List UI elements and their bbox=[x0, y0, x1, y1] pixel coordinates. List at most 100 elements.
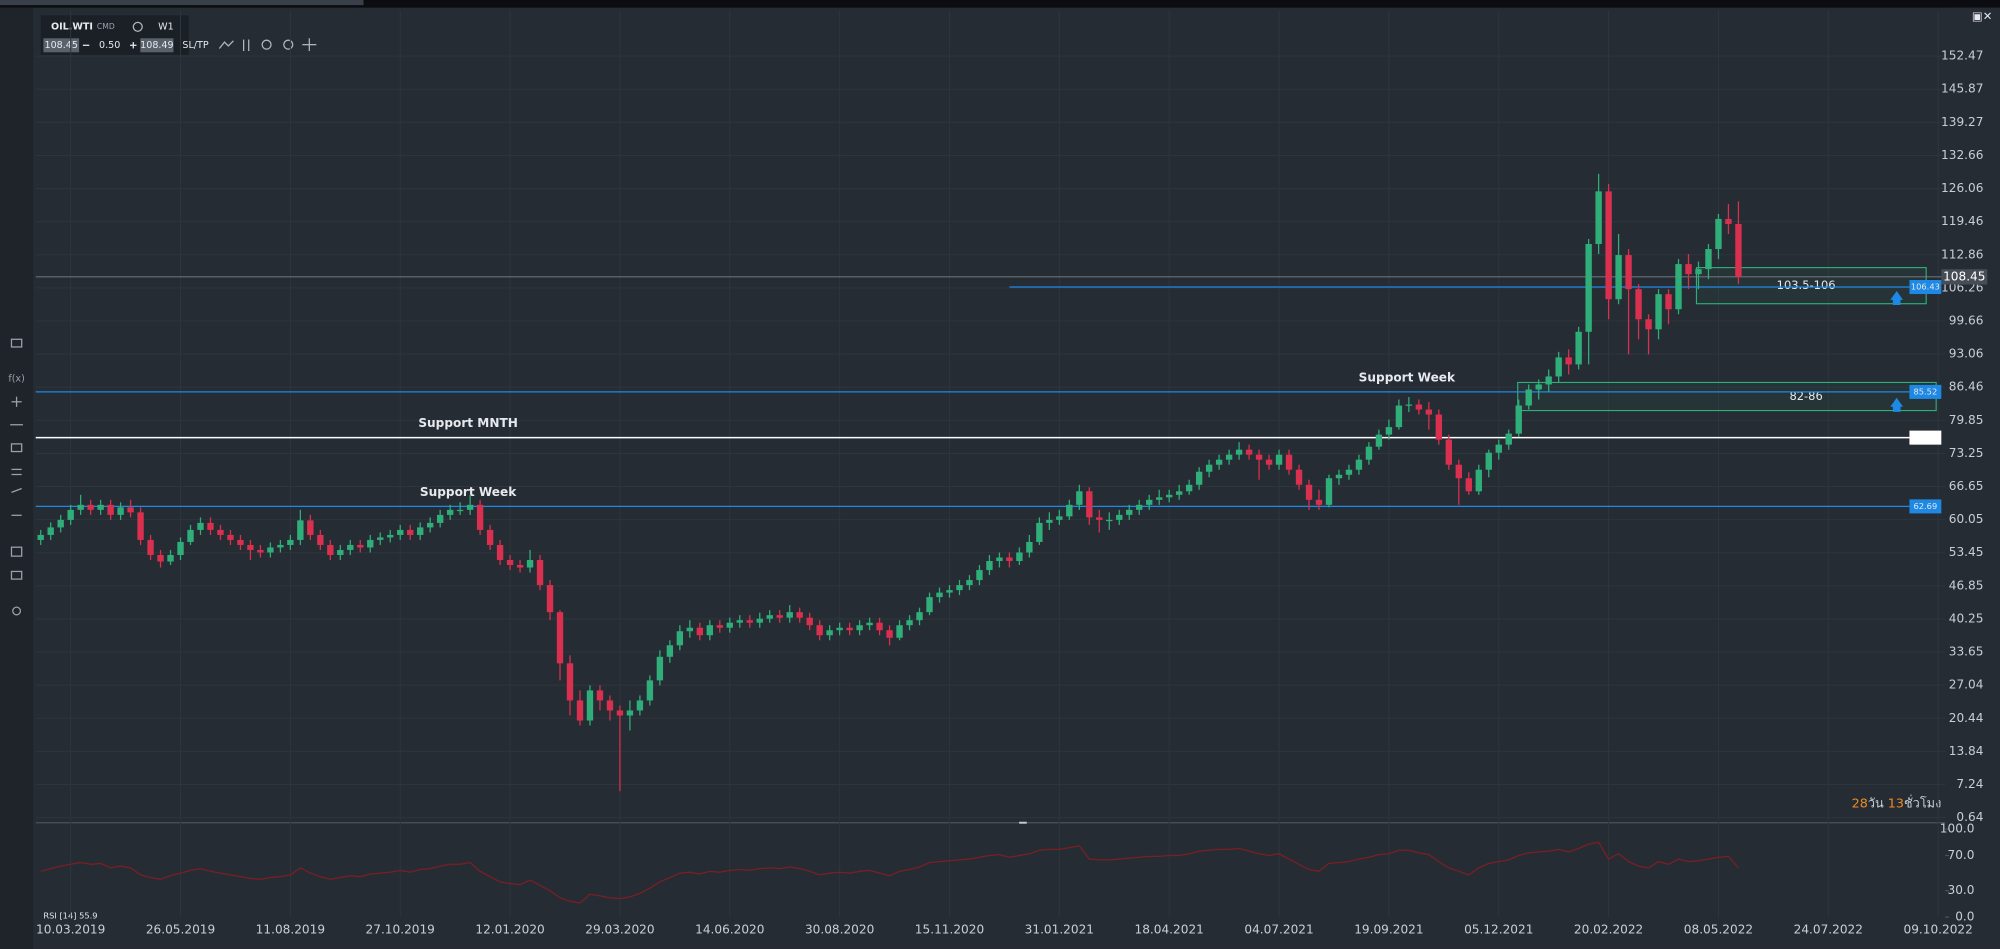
candle-body bbox=[1415, 404, 1423, 410]
fx-icon[interactable]: f(x) bbox=[8, 373, 24, 384]
price-tag bbox=[1909, 430, 1942, 445]
info-icon[interactable] bbox=[132, 21, 143, 32]
candle-body bbox=[1515, 405, 1522, 434]
rsi-tick-label: 30.0 bbox=[1948, 883, 1975, 897]
candle-body bbox=[1275, 454, 1283, 465]
x-tick-label: 19.09.2021 bbox=[1354, 922, 1423, 936]
zoom-out[interactable] bbox=[261, 39, 272, 50]
candle-body bbox=[187, 529, 194, 542]
candle-body bbox=[1076, 491, 1083, 505]
current-price-tag bbox=[1941, 269, 1988, 285]
x-tick-label: 15.11.2020 bbox=[915, 922, 984, 936]
candle-body bbox=[986, 561, 993, 571]
candle-body bbox=[1615, 255, 1622, 300]
zone-arrow bbox=[1890, 290, 1904, 305]
candle-body bbox=[806, 617, 813, 626]
tool-icon[interactable] bbox=[10, 443, 23, 453]
candle-body bbox=[756, 618, 763, 623]
candle-body bbox=[576, 700, 584, 721]
rsi-tick-label: 70.0 bbox=[1948, 848, 1975, 862]
candle-body bbox=[1445, 439, 1453, 465]
candle-body bbox=[1535, 384, 1542, 390]
left-toolbar[interactable] bbox=[0, 7, 34, 949]
y-tick-label: 53.45 bbox=[1949, 545, 1984, 559]
candle-body bbox=[1375, 434, 1383, 447]
tool-icon[interactable] bbox=[10, 570, 23, 580]
bid-box[interactable] bbox=[43, 38, 80, 53]
rsi-tick-label: 100.0 bbox=[1940, 822, 1975, 836]
candle-body bbox=[446, 509, 454, 515]
y-tick-label: 46.85 bbox=[1949, 578, 1984, 592]
tool-icon[interactable] bbox=[10, 338, 23, 348]
candle-body bbox=[1545, 376, 1552, 385]
tool-icon[interactable] bbox=[12, 606, 22, 616]
x-tick-label: 20.02.2022 bbox=[1574, 922, 1643, 936]
candle-body bbox=[866, 622, 873, 626]
candle-body bbox=[1625, 255, 1632, 290]
candle-body bbox=[826, 630, 833, 636]
ask-box[interactable] bbox=[140, 38, 174, 53]
countdown-days-unit: วัน bbox=[1868, 796, 1888, 811]
countdown-days: 28 bbox=[1852, 796, 1868, 811]
candle-body bbox=[1205, 464, 1213, 472]
candle-body bbox=[317, 534, 324, 545]
candle-body bbox=[1245, 449, 1253, 455]
candle-body bbox=[1695, 269, 1702, 275]
candle-body bbox=[367, 539, 374, 548]
price-tag bbox=[1909, 499, 1942, 514]
candle-body bbox=[946, 590, 953, 593]
candle-body bbox=[337, 549, 344, 555]
candle-body bbox=[1116, 514, 1123, 520]
candle-body bbox=[227, 534, 234, 540]
candle-body bbox=[1335, 474, 1343, 479]
sltp-button[interactable]: SL/TP bbox=[182, 40, 208, 51]
price-tag bbox=[1909, 384, 1942, 399]
x-tick-label: 12.01.2020 bbox=[475, 922, 544, 936]
zone bbox=[1695, 267, 1927, 305]
candle-body bbox=[956, 585, 963, 591]
candle-body bbox=[1725, 218, 1732, 224]
candle-body bbox=[836, 627, 843, 631]
candle-body bbox=[1705, 249, 1712, 270]
annotation: Support Week bbox=[420, 485, 517, 499]
y-tick-label: 86.46 bbox=[1949, 380, 1984, 394]
candle-body bbox=[197, 522, 204, 530]
candle-body bbox=[1016, 552, 1023, 562]
candle-body bbox=[1066, 504, 1073, 517]
toolbar-icons[interactable] bbox=[10, 338, 23, 616]
candle-body bbox=[556, 612, 564, 664]
candle-body bbox=[1605, 191, 1612, 300]
candle-body bbox=[586, 690, 594, 721]
y-tick-label: 20.44 bbox=[1949, 711, 1984, 725]
ask[interactable]: 108.49 bbox=[140, 40, 173, 51]
candle-body bbox=[1465, 478, 1472, 492]
candle-body bbox=[506, 560, 514, 566]
window-controls[interactable]: ▣✕ bbox=[1972, 9, 1992, 23]
candle-body bbox=[1185, 484, 1193, 492]
symbol[interactable]: OIL.WTI bbox=[51, 21, 93, 32]
candle-body bbox=[1086, 491, 1093, 518]
y-tick-label: 0.64 bbox=[1956, 810, 1983, 824]
bid[interactable]: 108.45 bbox=[45, 40, 78, 51]
candle-body bbox=[127, 507, 134, 513]
tool-icon[interactable] bbox=[10, 546, 23, 557]
timeframe[interactable]: W1 bbox=[158, 21, 174, 32]
candle-body bbox=[816, 625, 823, 636]
zoom-in[interactable] bbox=[283, 39, 294, 50]
candle-body bbox=[1325, 478, 1333, 505]
candle-body bbox=[466, 504, 474, 510]
candle-body bbox=[766, 615, 773, 619]
chart-tools[interactable] bbox=[218, 38, 317, 52]
candle-body bbox=[1136, 504, 1143, 510]
candle-body bbox=[297, 520, 304, 540]
candle-body bbox=[656, 656, 664, 681]
y-tick-label: 40.25 bbox=[1949, 611, 1984, 625]
y-tick-label: 7.24 bbox=[1956, 777, 1983, 791]
candle-body bbox=[217, 529, 224, 535]
price-axis bbox=[1945, 7, 2000, 949]
tool-icon[interactable] bbox=[11, 487, 22, 493]
candle-body bbox=[1006, 557, 1013, 562]
tool-icon[interactable] bbox=[218, 40, 234, 49]
candle-body bbox=[486, 529, 494, 545]
